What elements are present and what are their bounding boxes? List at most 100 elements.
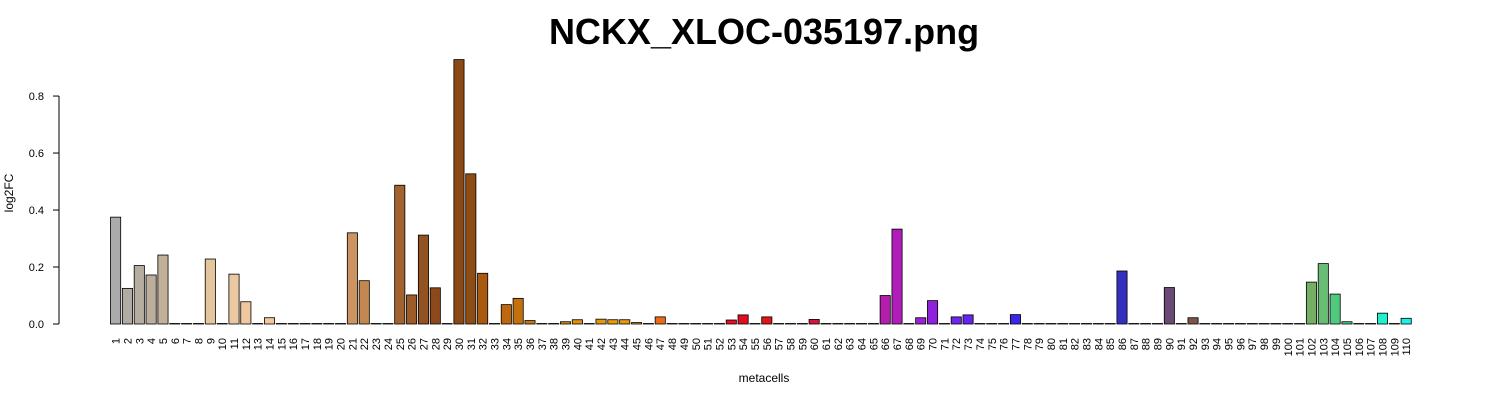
x-tick-label: 35 xyxy=(513,338,525,350)
bar xyxy=(1009,314,1021,325)
x-tick-label: 87 xyxy=(1129,338,1141,350)
bar xyxy=(204,258,216,325)
y-tick-label: 0.8 xyxy=(29,91,44,103)
bar xyxy=(1353,323,1365,325)
x-tick-label: 101 xyxy=(1295,338,1307,356)
bar xyxy=(358,280,370,325)
x-tick-label: 94 xyxy=(1212,338,1224,350)
bar xyxy=(394,184,406,325)
bar xyxy=(867,323,879,325)
bar xyxy=(1365,323,1377,325)
x-tick-label: 18 xyxy=(312,338,324,350)
bar xyxy=(252,323,264,325)
x-tick-label: 45 xyxy=(632,338,644,350)
bar xyxy=(725,319,737,325)
bars-group xyxy=(110,59,1412,325)
x-tick-label: 58 xyxy=(785,338,797,350)
bar xyxy=(323,323,335,325)
bar xyxy=(299,323,311,325)
x-tick-label: 26 xyxy=(407,338,419,350)
bar xyxy=(169,323,181,325)
bar xyxy=(998,323,1010,325)
bar xyxy=(133,265,145,325)
bar xyxy=(1128,323,1140,325)
bar xyxy=(879,295,891,325)
bar xyxy=(1341,321,1353,325)
x-tick-label: 2 xyxy=(122,338,134,344)
x-tick-label: 23 xyxy=(371,338,383,350)
y-tick-label: 0.2 xyxy=(29,262,44,274)
bar xyxy=(181,323,193,325)
bar xyxy=(1211,323,1223,325)
chart-title: NCKX_XLOC-035197.png xyxy=(549,11,979,52)
bar xyxy=(1116,270,1128,325)
bar xyxy=(903,323,915,325)
bar xyxy=(1140,323,1152,325)
bar xyxy=(1234,323,1246,325)
x-tick-label: 49 xyxy=(679,338,691,350)
bar xyxy=(453,59,465,325)
x-tick-label: 82 xyxy=(1070,338,1082,350)
x-tick-label: 105 xyxy=(1342,338,1354,356)
bar xyxy=(311,323,323,325)
x-tick-label: 80 xyxy=(1046,338,1058,350)
bar xyxy=(642,323,654,325)
x-tick-label: 106 xyxy=(1354,338,1366,356)
x-tick-label: 73 xyxy=(963,338,975,350)
bar xyxy=(1033,323,1045,325)
x-tick-label: 90 xyxy=(1164,338,1176,350)
x-tick-label: 78 xyxy=(1022,338,1034,350)
bar xyxy=(820,323,832,325)
x-tick-label: 99 xyxy=(1271,338,1283,350)
x-tick-label: 11 xyxy=(229,338,241,349)
bar xyxy=(110,216,122,325)
x-tick-label: 64 xyxy=(857,338,869,350)
x-tick-label: 86 xyxy=(1117,338,1129,350)
x-tick-label: 22 xyxy=(359,338,371,350)
bar xyxy=(548,323,560,325)
x-tick-label: 97 xyxy=(1247,338,1259,350)
x-tick-label: 74 xyxy=(975,338,987,350)
y-axis-label: log2FC xyxy=(2,173,16,212)
x-tick-label: 7 xyxy=(182,338,194,344)
bar xyxy=(275,323,287,325)
x-axis-label: metacells xyxy=(739,371,790,385)
bar xyxy=(571,319,583,325)
x-tick-label: 15 xyxy=(276,338,288,350)
x-tick-label: 21 xyxy=(347,338,359,350)
x-tick-label: 76 xyxy=(999,338,1011,350)
bar xyxy=(1400,317,1412,325)
x-tick-label: 10 xyxy=(217,338,229,350)
bar xyxy=(749,323,761,325)
x-tick-label: 57 xyxy=(774,338,786,350)
bar xyxy=(654,316,666,325)
bar xyxy=(950,316,962,325)
bar xyxy=(1317,263,1329,325)
x-tick-label: 9 xyxy=(205,338,217,344)
x-tick-label: 48 xyxy=(667,338,679,350)
bar xyxy=(1045,323,1057,325)
bar xyxy=(1163,287,1175,325)
bar xyxy=(631,322,643,325)
x-tick-label: 70 xyxy=(928,338,940,350)
bar xyxy=(370,323,382,325)
x-tick-label: 77 xyxy=(1010,338,1022,350)
x-tick-label: 42 xyxy=(596,338,608,350)
x-tick-label: 62 xyxy=(833,338,845,350)
x-tick-label: 12 xyxy=(241,338,253,350)
x-tick-label: 5 xyxy=(158,338,170,344)
x-tick-label: 83 xyxy=(1081,338,1093,350)
x-tick-label: 8 xyxy=(193,338,205,344)
bar xyxy=(240,301,252,325)
bar xyxy=(228,273,240,325)
x-tick-label: 63 xyxy=(845,338,857,350)
x-tick-label: 66 xyxy=(880,338,892,350)
bar xyxy=(477,272,489,325)
bar xyxy=(986,323,998,325)
bar xyxy=(666,323,678,325)
bar xyxy=(1175,323,1187,325)
x-tick-label: 47 xyxy=(655,338,667,350)
x-tick-label: 96 xyxy=(1235,338,1247,350)
x-tick-label: 109 xyxy=(1389,338,1401,356)
